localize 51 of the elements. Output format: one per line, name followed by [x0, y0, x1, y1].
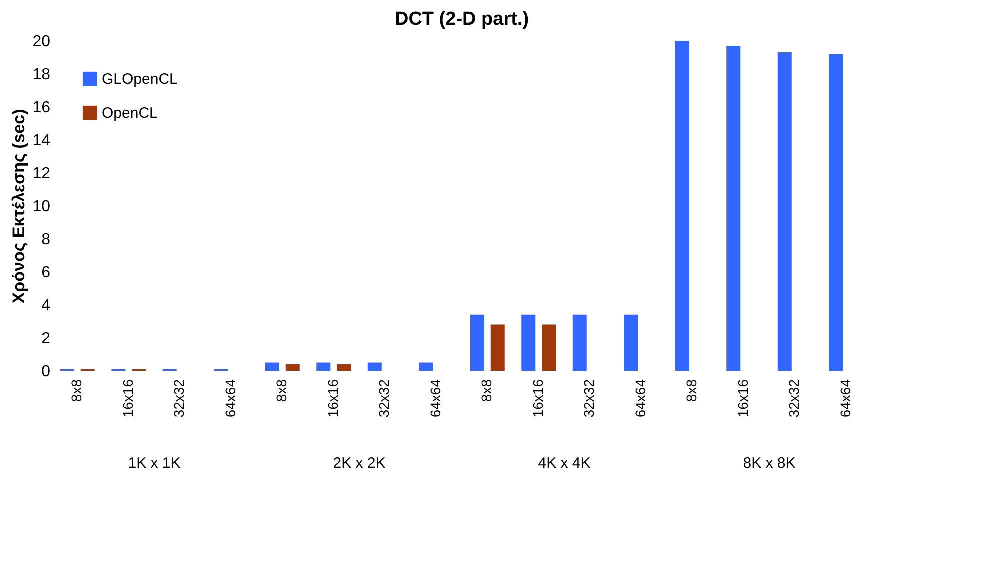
bar: [337, 364, 352, 371]
x-tick-label: 16x16: [120, 379, 136, 418]
bar: [286, 364, 300, 371]
bar: [316, 362, 331, 371]
x-tick-label: 8x8: [684, 379, 700, 402]
y-tick-label: 14: [32, 132, 51, 150]
legend-label: GLOpenCL: [102, 71, 178, 88]
x-tick-label: 64x64: [837, 379, 854, 418]
x-tick-label: 16x16: [530, 379, 546, 418]
y-tick-label: 0: [42, 364, 51, 380]
y-tick-label: 2: [42, 330, 51, 348]
y-tick-label: 6: [42, 264, 51, 282]
text: 8K x 8K: [743, 455, 796, 472]
x-tick-label: 8x8: [478, 379, 495, 402]
bar: [572, 314, 587, 371]
x-tick-label: 64x64: [222, 379, 238, 418]
y-tick-label: 16: [32, 100, 51, 116]
y-tick-label: 20: [32, 34, 51, 50]
text: 4K x 4K: [538, 455, 591, 472]
x-tick-label: 64x64: [427, 379, 444, 418]
bar: [490, 324, 505, 371]
x-tick-label: 16x16: [734, 379, 751, 418]
bar: [470, 314, 484, 371]
legend-label: OpenCL: [102, 105, 158, 122]
x-tick-label: 8x8: [68, 379, 85, 402]
bar: [624, 314, 638, 371]
text: 2K x 2K: [333, 455, 386, 472]
y-tick-label: 18: [32, 66, 51, 84]
y-tick-label: 4: [42, 298, 51, 314]
bar: [542, 324, 556, 371]
y-tick-label: 12: [32, 166, 51, 182]
bar: [368, 362, 382, 371]
text: 1K x 1K: [128, 455, 181, 472]
chart-title: DCT (2-D part.): [394, 9, 530, 30]
bar: [265, 362, 280, 371]
bar: [778, 52, 792, 371]
x-tick-label: 64x64: [632, 379, 648, 418]
x-tick-label: 32x32: [171, 379, 188, 418]
bar: [829, 54, 844, 371]
bar: [419, 362, 434, 371]
bar: [675, 41, 690, 371]
y-tick-label: 8: [42, 232, 51, 248]
x-tick-label: 32x32: [786, 379, 802, 418]
x-tick-label: 8x8: [274, 379, 290, 402]
y-axis-title: Χρόνος Εκτέλεσης (sec): [10, 109, 29, 304]
x-tick-label: 32x32: [581, 379, 598, 418]
x-tick-label: 32x32: [376, 379, 392, 418]
y-tick-label: 10: [32, 198, 51, 216]
bar: [522, 314, 536, 371]
x-tick-label: 16x16: [324, 379, 341, 418]
bar: [726, 46, 741, 371]
